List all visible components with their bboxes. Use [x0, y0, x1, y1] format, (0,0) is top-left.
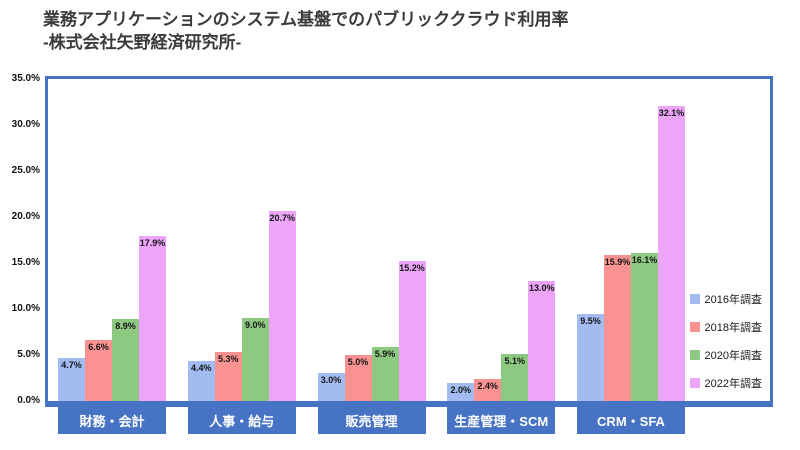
bar-value-label: 5.1% [504, 356, 526, 367]
bar-group: 3.0% 5.0% 5.9% 15.2% [317, 261, 426, 401]
bar-value-label: 32.1% [658, 107, 685, 118]
bar: 9.5% [577, 313, 604, 401]
bar: 17.9% [139, 236, 166, 401]
bar-value-label: 5.9% [374, 348, 396, 359]
legend-item: 2022年調査 [689, 375, 762, 391]
legend-label: 2016年調査 [704, 294, 762, 306]
bar-value-label: 8.9% [115, 321, 136, 332]
y-axis-tick-label: 15.0% [11, 257, 40, 268]
y-axis-tick-label: 10.0% [11, 303, 40, 314]
bar: 2.0% [447, 382, 475, 401]
bar-value-label: 9.0% [244, 320, 266, 331]
bar: 16.1% [631, 252, 658, 401]
chart-title-line1: 業務アプリケーションのシステム基盤でのパブリッククラウド利用率 [43, 10, 569, 29]
y-axis-tick-label: 30.0% [11, 119, 40, 130]
bar: 2.4% [474, 378, 502, 401]
legend-swatch-icon [689, 378, 700, 388]
bar-group: 9.5% 15.9% 16.1% 32.1% [577, 105, 685, 401]
bar: 4.4% [187, 360, 215, 401]
bar-group: 2.0% 2.4% 5.1% 13.0% [447, 281, 556, 401]
bar: 5.9% [371, 346, 399, 401]
bar-value-label: 6.6% [88, 342, 109, 353]
bar-value-label: 15.2% [399, 263, 425, 274]
plot-area: 4.7% 6.6% 8.9% 17.9% 4.4% 5.3% 9.0% 20.7% 3.0% 5.… [45, 76, 773, 407]
legend-item: 2020年調査 [689, 347, 762, 363]
bar: 4.7% [58, 357, 85, 401]
bar-value-label: 4.7% [61, 359, 82, 370]
bar: 6.6% [85, 340, 112, 401]
y-axis-tick-label: 5.0% [17, 349, 40, 360]
bar-group: 4.7% 6.6% 8.9% 17.9% [58, 236, 166, 401]
bar-value-label: 3.0% [320, 375, 342, 386]
y-axis-tick-label: 35.0% [11, 73, 40, 84]
bar: 15.9% [604, 254, 631, 401]
bar-value-label: 5.0% [347, 357, 369, 367]
y-axis-tick-label: 0.0% [17, 395, 40, 406]
bar: 32.1% [658, 105, 685, 401]
legend-swatch-icon [689, 350, 700, 360]
legend-label: 2020年調査 [704, 350, 762, 362]
category-label: 財務・会計 [58, 407, 166, 434]
bar-value-label: 13.0% [528, 283, 555, 294]
bar-group: 4.4% 5.3% 9.0% 20.7% [187, 210, 296, 401]
y-axis-tick-label: 25.0% [11, 165, 40, 176]
bar: 5.3% [214, 352, 242, 401]
legend-swatch-icon [689, 294, 700, 304]
legend-item: 2016年調査 [689, 291, 762, 307]
legend-item: 2018年調査 [689, 319, 762, 335]
category-label: 生産管理・SCM [447, 407, 556, 434]
legend-label: 2018年調査 [704, 322, 762, 334]
legend: 2016年調査 2018年調査 2020年調査 2022年調査 [689, 291, 762, 391]
category-label: 販売管理 [317, 407, 426, 434]
bar-value-label: 2.0% [450, 384, 472, 395]
legend-label: 2022年調査 [704, 378, 762, 390]
bar-value-label: 4.4% [190, 362, 212, 373]
bar: 20.7% [268, 210, 296, 401]
bar: 15.2% [398, 261, 426, 401]
bar: 9.0% [241, 318, 269, 401]
chart-title-line2: -株式会社矢野経済研究所- [43, 33, 242, 53]
bar-value-label: 2.4% [477, 380, 499, 391]
category-label: 人事・給与 [187, 407, 296, 434]
bar-value-label: 17.9% [139, 238, 166, 249]
bar: 5.1% [501, 354, 529, 401]
chart-title: 業務アプリケーションのシステム基盤でのパブリッククラウド利用率 -株式会社矢野経… [43, 8, 773, 55]
y-axis-tick-label: 20.0% [11, 211, 40, 222]
bar: 5.0% [344, 355, 372, 401]
bar-value-label: 20.7% [269, 212, 296, 223]
bar-value-label: 16.1% [631, 254, 658, 265]
bar-value-label: 5.3% [217, 354, 239, 365]
bar-value-label: 9.5% [580, 315, 601, 326]
category-label: CRM・SFA [577, 407, 685, 434]
bar: 3.0% [317, 373, 345, 401]
bar: 8.9% [112, 319, 139, 401]
legend-swatch-icon [689, 322, 700, 332]
bar: 13.0% [528, 281, 556, 401]
bar-value-label: 15.9% [604, 256, 631, 267]
